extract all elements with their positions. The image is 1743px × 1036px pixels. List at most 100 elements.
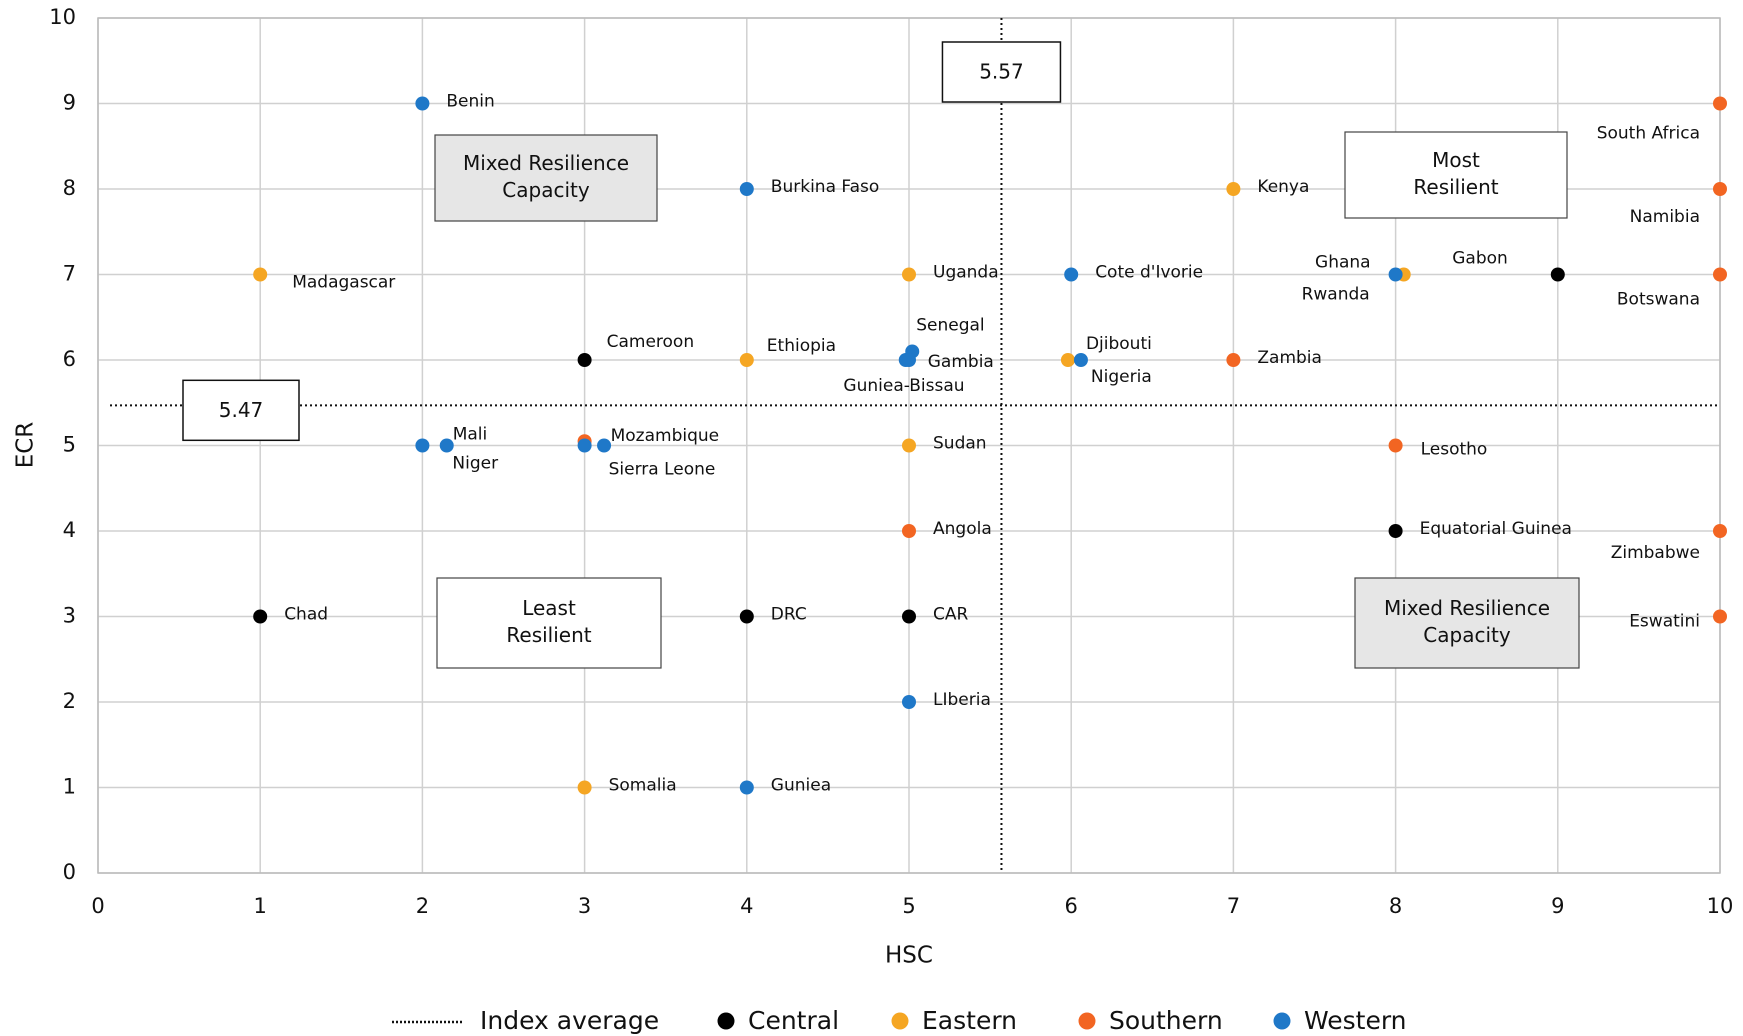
legend-label: Index average: [480, 1006, 659, 1035]
reference-box: [941, 41, 1062, 103]
x-tick-label: 3: [578, 894, 591, 918]
x-tick-label: 7: [1227, 894, 1240, 918]
annotation-box: [434, 134, 658, 222]
point-label: Sierra Leone: [609, 460, 716, 480]
point-label: Uganda: [933, 263, 999, 283]
annotation-text: Mixed Resilience: [463, 151, 629, 175]
point-label: Gambia: [928, 352, 994, 372]
point-label: Zimbabwe: [1611, 543, 1700, 563]
legend-label: Central: [748, 1006, 839, 1035]
point-label: Chad: [284, 605, 328, 625]
y-tick-label: 5: [63, 433, 76, 457]
data-point: [1713, 524, 1727, 538]
data-point: [902, 353, 916, 367]
annotation-box: [1354, 577, 1580, 669]
data-point: [902, 695, 916, 709]
point-label: Somalia: [609, 776, 677, 796]
annotation-text: Mixed Resilience: [1384, 596, 1550, 620]
data-point: [902, 524, 916, 538]
point-label: Equatorial Guinea: [1420, 519, 1572, 539]
x-tick-label: 6: [1065, 894, 1078, 918]
point-label: CAR: [933, 605, 968, 625]
point-label: Nigeria: [1091, 367, 1152, 387]
data-point: [902, 267, 916, 282]
point-label: DRC: [771, 605, 807, 625]
annotation-text: Resilient: [1413, 175, 1498, 199]
annotation-text: Least: [522, 596, 576, 620]
point-label: Kenya: [1257, 177, 1309, 197]
x-tick-label: 9: [1551, 894, 1564, 918]
data-point: [415, 96, 430, 111]
point-label: Djibouti: [1086, 334, 1152, 354]
point-label: LIberia: [933, 690, 991, 710]
y-tick-label: 4: [63, 518, 76, 542]
legend-swatch: [1078, 1012, 1096, 1030]
x-tick-label: 0: [91, 894, 104, 918]
y-tick-label: 3: [63, 604, 76, 628]
point-label: Zambia: [1257, 348, 1322, 368]
data-point: [1713, 609, 1727, 624]
y-tick-label: 10: [49, 5, 76, 29]
annotation-text: Resilient: [506, 623, 591, 647]
point-label: Niger: [452, 454, 498, 474]
x-axis-label: HSC: [885, 943, 933, 969]
data-point: [1388, 438, 1403, 453]
data-point: [902, 438, 916, 453]
data-point: [1550, 267, 1565, 282]
data-point: [577, 780, 592, 795]
data-point: [1388, 524, 1403, 538]
data-point: [1713, 96, 1727, 111]
point-label: Gabon: [1452, 249, 1508, 269]
data-point: [1226, 353, 1241, 367]
point-label: Cameroon: [607, 332, 695, 352]
y-axis-label: ECR: [13, 422, 39, 469]
data-point: [1064, 267, 1079, 282]
point-label: Senegal: [916, 315, 984, 335]
point-label: Madagascar: [292, 273, 395, 293]
data-point: [1073, 353, 1088, 367]
data-point: [253, 267, 268, 282]
point-label: Botswana: [1617, 290, 1700, 310]
data-point: [577, 438, 592, 453]
y-tick-label: 6: [63, 347, 76, 371]
annotation-text: Capacity: [502, 178, 590, 202]
point-label: South Africa: [1597, 124, 1700, 144]
point-label: Rwanda: [1302, 285, 1370, 305]
point-label: Mozambique: [611, 426, 720, 446]
point-label: Benin: [446, 92, 494, 112]
y-tick-label: 0: [63, 860, 76, 884]
x-tick-label: 1: [254, 894, 267, 918]
point-label: Eswatini: [1629, 612, 1700, 632]
plot-border: [97, 17, 1721, 874]
data-point: [1388, 267, 1403, 282]
reference-value: 5.47: [219, 398, 264, 422]
annotation-text: Most: [1432, 148, 1480, 172]
y-tick-label: 8: [63, 176, 76, 200]
data-point: [1226, 182, 1241, 196]
data-point: [739, 353, 754, 367]
x-tick-label: 10: [1707, 894, 1734, 918]
data-point: [1713, 182, 1727, 196]
point-label: Ethiopia: [767, 336, 836, 356]
x-tick-label: 2: [416, 894, 429, 918]
data-point: [1060, 353, 1075, 367]
point-label: Ghana: [1315, 253, 1371, 273]
point-label: Namibia: [1630, 207, 1700, 227]
annotation-box: [436, 577, 662, 669]
y-tick-label: 2: [63, 689, 76, 713]
data-point: [439, 438, 454, 453]
data-point: [597, 438, 612, 453]
data-point: [739, 780, 754, 795]
y-tick-label: 1: [63, 775, 76, 799]
data-point: [253, 609, 268, 624]
annotation-text: Capacity: [1423, 623, 1511, 647]
data-point: [577, 353, 592, 367]
point-label: Angola: [933, 519, 992, 539]
reference-box: [182, 379, 300, 442]
x-tick-label: 5: [902, 894, 915, 918]
point-label: Burkina Faso: [771, 177, 879, 197]
legend-label: Eastern: [922, 1006, 1017, 1035]
point-label: Sudan: [933, 434, 987, 454]
x-tick-label: 8: [1389, 894, 1402, 918]
